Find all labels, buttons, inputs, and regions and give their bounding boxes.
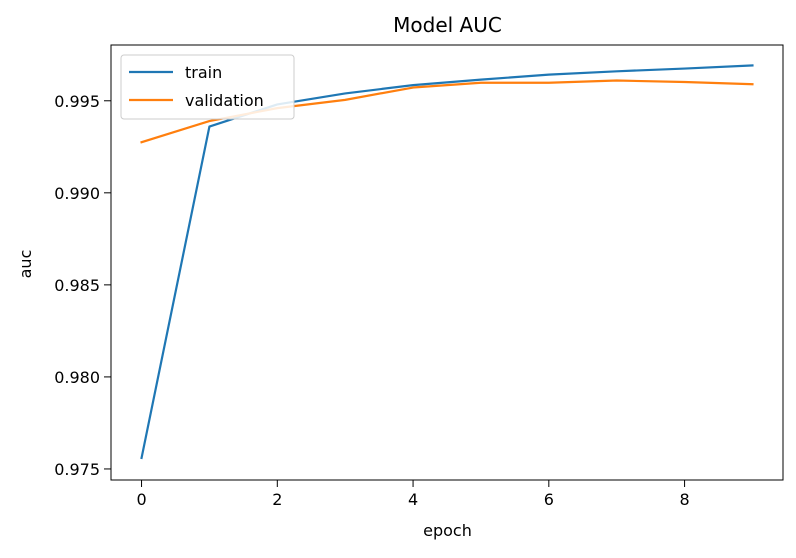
legend: train validation xyxy=(120,54,295,120)
x-tick-label: 4 xyxy=(408,490,418,509)
legend-validation-label: validation xyxy=(185,91,264,110)
chart-title: Model AUC xyxy=(393,13,502,37)
axes-group: 0 2 4 6 8 0.975 0.980 0.985 0.990 0.995 xyxy=(54,44,784,509)
y-tick-label: 0.980 xyxy=(54,368,100,387)
y-tick-label: 0.985 xyxy=(54,276,100,295)
x-tick-label: 6 xyxy=(544,490,554,509)
x-tick-label: 8 xyxy=(679,490,689,509)
y-tick-label: 0.995 xyxy=(54,92,100,111)
x-tick-label: 2 xyxy=(272,490,282,509)
x-axis-label: epoch xyxy=(423,521,472,540)
plot-frame xyxy=(110,44,784,481)
y-tick-label: 0.990 xyxy=(54,184,100,203)
legend-train-label: train xyxy=(185,63,222,82)
y-axis-label: auc xyxy=(16,250,35,279)
y-tick-label: 0.975 xyxy=(54,460,100,479)
x-tick-label: 0 xyxy=(136,490,146,509)
